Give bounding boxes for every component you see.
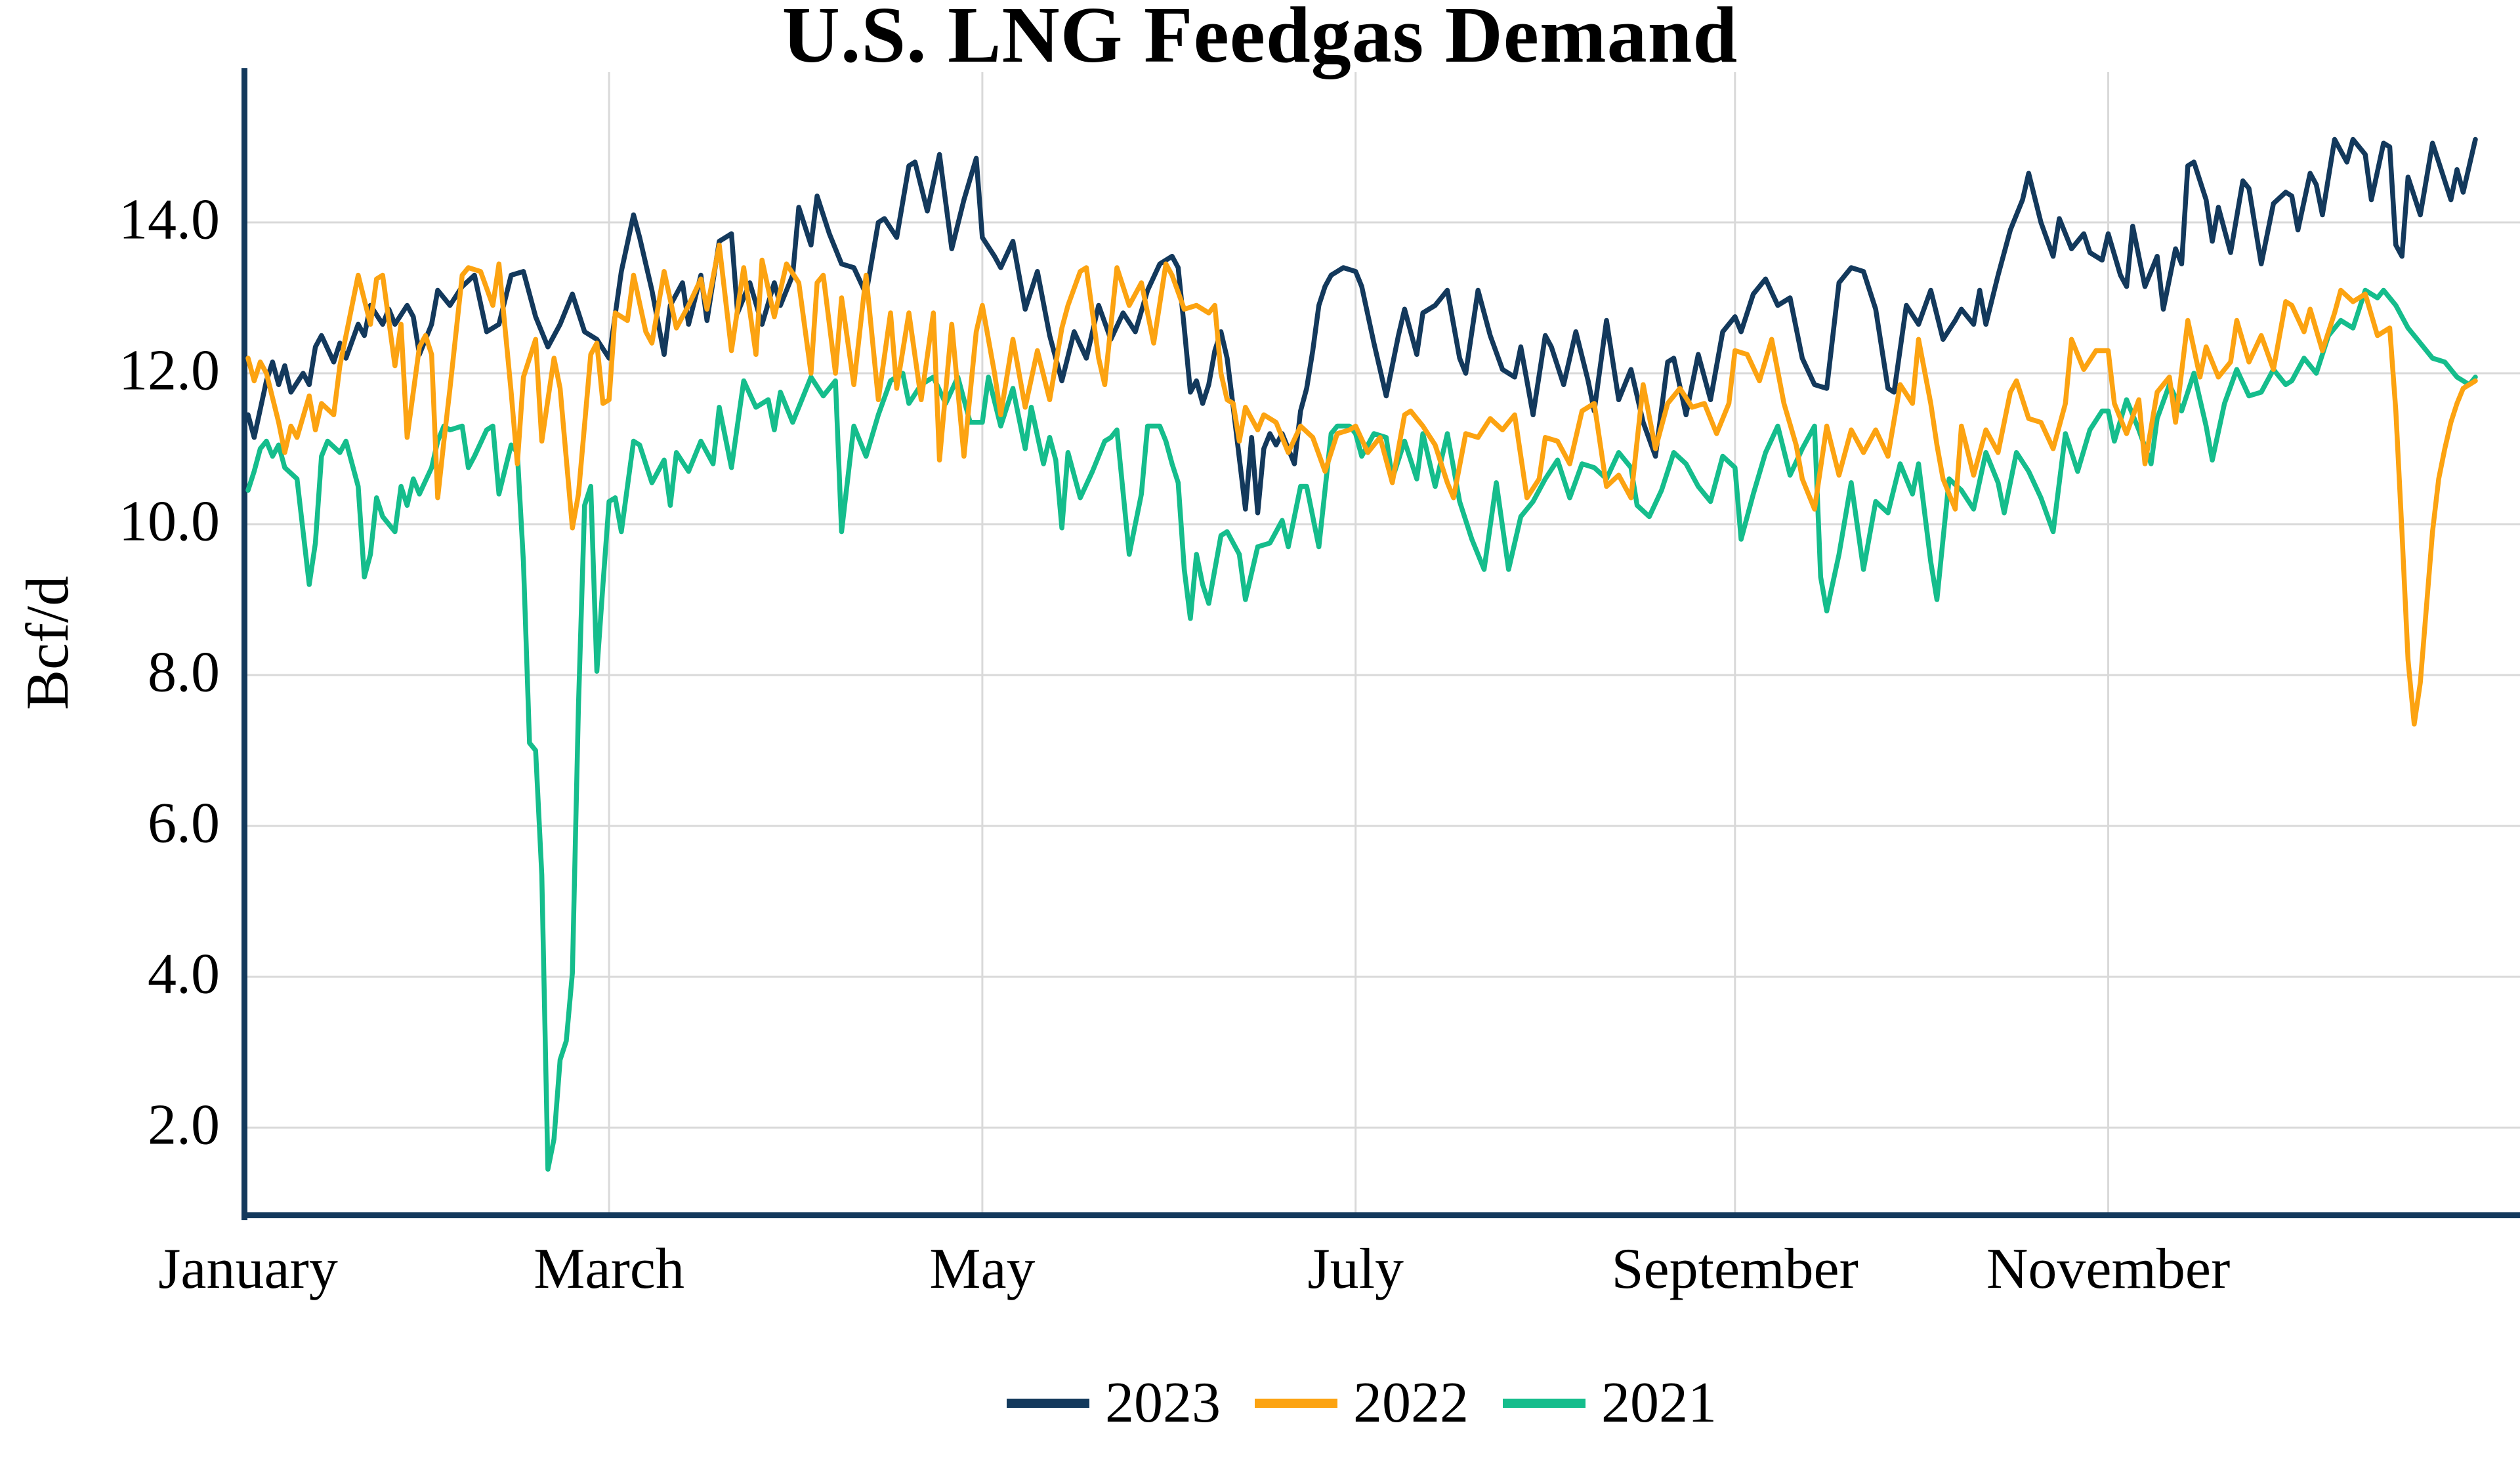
y-axis-line (242, 68, 247, 1220)
y-tick-label: 12.0 (119, 339, 220, 403)
legend-item-2021: 2021 (1503, 1370, 1717, 1436)
y-tick-label: 6.0 (148, 791, 220, 855)
series-line-2023 (245, 136, 2478, 516)
x-tick-label: January (158, 1237, 338, 1301)
legend-item-2022: 2022 (1255, 1370, 1469, 1436)
x-tick-label: March (534, 1237, 684, 1301)
chart-title: U.S. LNG Feedgas Demand (782, 0, 1738, 79)
legend-swatch-icon (1255, 1398, 1337, 1408)
series-line-2022 (245, 242, 2478, 727)
legend-label: 2023 (1105, 1371, 1221, 1435)
x-tick-label: July (1307, 1237, 1404, 1301)
legend-item-2023: 2023 (1007, 1370, 1221, 1436)
x-tick-label: November (1986, 1237, 2231, 1301)
y-tick-label: 4.0 (148, 942, 220, 1006)
legend-swatch-icon (1503, 1398, 1586, 1408)
y-tick-label: 8.0 (148, 640, 220, 705)
legend-swatch-icon (1007, 1398, 1089, 1408)
series-line-2021 (245, 287, 2478, 1172)
x-tick-label: September (1611, 1237, 1858, 1301)
legend: 2023 2022 2021 (1007, 1370, 1717, 1436)
x-axis-line (242, 1212, 2520, 1218)
x-tick-label: May (929, 1237, 1036, 1301)
legend-label: 2022 (1353, 1371, 1469, 1435)
y-tick-label: 10.0 (119, 489, 220, 554)
y-tick-label: 2.0 (148, 1093, 220, 1157)
y-tick-label: 14.0 (119, 188, 220, 252)
legend-label: 2021 (1601, 1371, 1717, 1435)
